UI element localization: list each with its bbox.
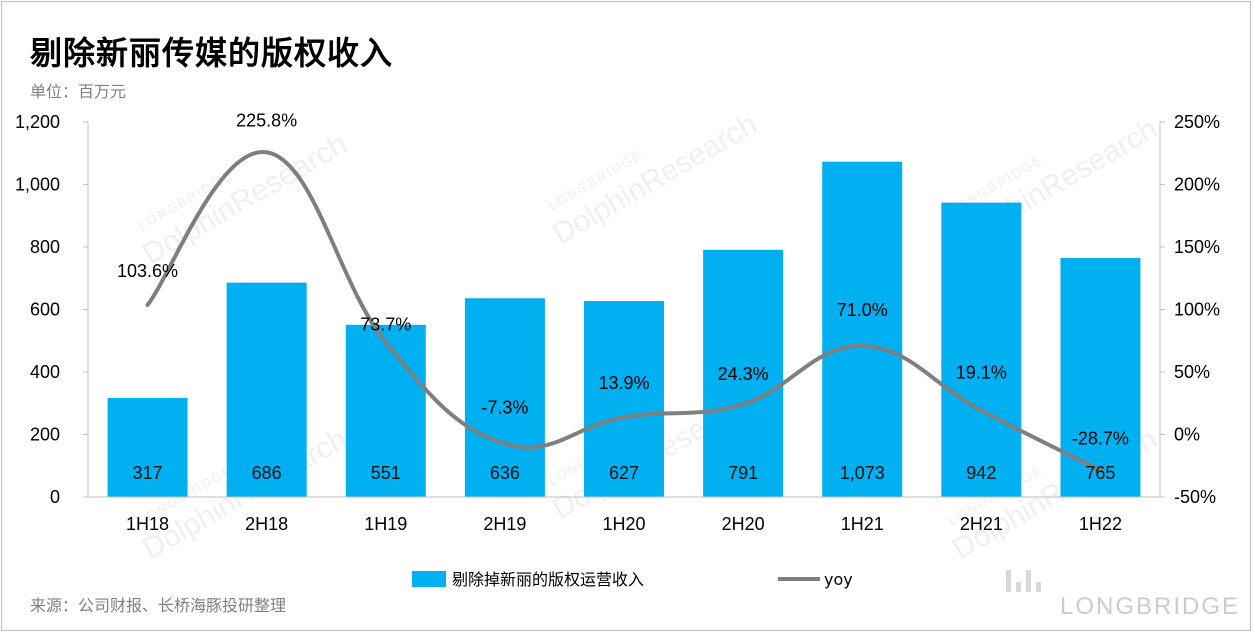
y-left-tick-label: 0 bbox=[50, 487, 60, 507]
y-right-tick-label: 250% bbox=[1174, 112, 1220, 132]
axes-layer: 0 200 400 600 800 1,000 1,200 -50% 0% 50% 100% 150%… bbox=[15, 112, 1220, 534]
yoy-value-label: 103.6% bbox=[117, 261, 178, 281]
legend-swatch-bar bbox=[412, 571, 446, 587]
watermark-text: DolphinResearch bbox=[137, 127, 353, 271]
y-left-tick-label: 1,200 bbox=[15, 112, 60, 132]
bar-1H20 bbox=[584, 301, 664, 497]
x-tick-label: 1H22 bbox=[1079, 514, 1122, 534]
bar-value-label: 627 bbox=[609, 463, 639, 483]
yoy-line-layer bbox=[145, 150, 1103, 473]
bar-2H20 bbox=[703, 249, 784, 497]
legend-label-line: yoy bbox=[824, 570, 853, 589]
y-right-tick-label: 100% bbox=[1174, 300, 1220, 320]
y-left-tick-label: 400 bbox=[30, 362, 60, 382]
y-right-tick-label: 150% bbox=[1174, 237, 1220, 257]
y-right-tick-label: 50% bbox=[1174, 362, 1210, 382]
bar-value-label: 551 bbox=[371, 463, 401, 483]
y-left-tick-label: 800 bbox=[30, 237, 60, 257]
bars-layer bbox=[107, 161, 1141, 497]
yoy-value-label: 225.8% bbox=[236, 110, 297, 130]
brand-logo-bar bbox=[1016, 582, 1021, 592]
brand-logo-bar bbox=[1026, 570, 1031, 592]
y-left-tick-label: 600 bbox=[30, 300, 60, 320]
legend-label-bar: 剔除掉新丽的版权运营收入 bbox=[452, 570, 644, 589]
chart-title: 剔除新丽传媒的版权收入 bbox=[30, 34, 394, 72]
bar-value-label: 1,073 bbox=[840, 463, 885, 483]
bar-1H21 bbox=[822, 161, 903, 497]
data-labels-layer: 317 686 551 636 627 791 1,073 942 765 103.6% 225.8… bbox=[117, 110, 1129, 483]
yoy-value-label: -7.3% bbox=[481, 398, 528, 418]
x-tick-label: 1H21 bbox=[841, 514, 884, 534]
yoy-line bbox=[145, 150, 1103, 473]
x-tick-label: 1H20 bbox=[602, 514, 645, 534]
bar-value-label: 317 bbox=[133, 463, 163, 483]
y-right-tick-label: 200% bbox=[1174, 175, 1220, 195]
bar-2H21 bbox=[941, 202, 1022, 497]
yoy-value-label: 19.1% bbox=[956, 363, 1007, 383]
x-tick-label: 2H20 bbox=[722, 514, 765, 534]
yoy-value-label: 24.3% bbox=[718, 364, 769, 384]
x-tick-label: 2H21 bbox=[960, 514, 1003, 534]
bar-value-label: 765 bbox=[1085, 463, 1115, 483]
y-right-tick-label: -50% bbox=[1174, 487, 1216, 507]
x-tick-label: 1H18 bbox=[126, 514, 169, 534]
bar-value-label: 636 bbox=[490, 463, 520, 483]
bar-value-label: 686 bbox=[252, 463, 282, 483]
brand-logo-bar bbox=[1036, 582, 1041, 592]
source-note: 来源：公司财报、长桥海豚投研整理 bbox=[30, 596, 287, 615]
y-right-tick-label: 0% bbox=[1174, 425, 1200, 445]
brand-watermark: LONGBRIDGE bbox=[1060, 593, 1240, 620]
legend: 剔除掉新丽的版权运营收入 yoy bbox=[412, 570, 853, 589]
y-left-tick-label: 200 bbox=[30, 425, 60, 445]
watermark-text: DolphinResearch bbox=[547, 107, 763, 251]
yoy-value-label: 13.9% bbox=[598, 373, 649, 393]
bar-value-label: 942 bbox=[966, 463, 996, 483]
yoy-value-label: 73.7% bbox=[360, 314, 411, 334]
brand-logo-bar bbox=[1006, 570, 1011, 592]
bar-1H22 bbox=[1060, 257, 1141, 497]
bar-1H18 bbox=[107, 397, 188, 497]
yoy-value-label: 71.0% bbox=[837, 300, 888, 320]
bar-1H19 bbox=[345, 324, 426, 497]
bar-2H19 bbox=[464, 298, 545, 497]
x-tick-label: 1H19 bbox=[364, 514, 407, 534]
yoy-value-label: -28.7% bbox=[1072, 428, 1129, 448]
bar-value-label: 791 bbox=[728, 463, 758, 483]
x-tick-label: 2H19 bbox=[483, 514, 526, 534]
y-left-tick-label: 1,000 bbox=[15, 175, 60, 195]
unit-label: 单位：百万元 bbox=[30, 82, 127, 101]
bar-2H18 bbox=[226, 282, 307, 497]
x-tick-label: 2H18 bbox=[245, 514, 288, 534]
